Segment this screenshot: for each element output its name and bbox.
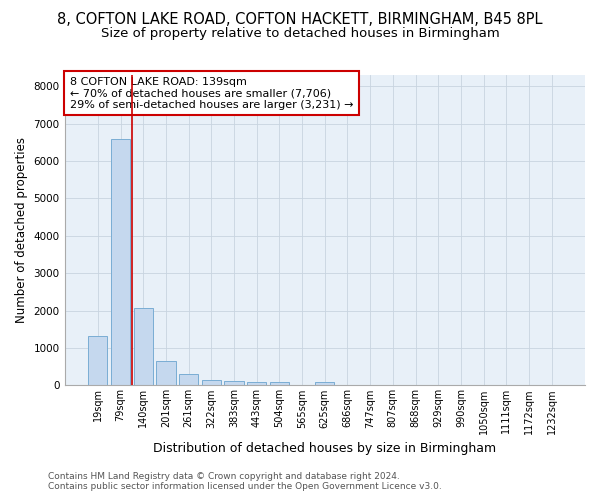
- Text: 8, COFTON LAKE ROAD, COFTON HACKETT, BIRMINGHAM, B45 8PL: 8, COFTON LAKE ROAD, COFTON HACKETT, BIR…: [57, 12, 543, 28]
- Bar: [224, 382, 244, 386]
- Bar: [156, 361, 176, 386]
- Bar: [247, 382, 266, 386]
- Bar: [111, 138, 130, 386]
- Bar: [179, 374, 198, 386]
- Y-axis label: Number of detached properties: Number of detached properties: [15, 137, 28, 323]
- Text: 8 COFTON LAKE ROAD: 139sqm
← 70% of detached houses are smaller (7,706)
29% of s: 8 COFTON LAKE ROAD: 139sqm ← 70% of deta…: [70, 76, 353, 110]
- Bar: [202, 380, 221, 386]
- X-axis label: Distribution of detached houses by size in Birmingham: Distribution of detached houses by size …: [153, 442, 496, 455]
- Bar: [88, 336, 107, 386]
- Text: Size of property relative to detached houses in Birmingham: Size of property relative to detached ho…: [101, 28, 499, 40]
- Bar: [315, 382, 334, 386]
- Text: Contains HM Land Registry data © Crown copyright and database right 2024.: Contains HM Land Registry data © Crown c…: [48, 472, 400, 481]
- Bar: [270, 382, 289, 386]
- Bar: [134, 308, 153, 386]
- Text: Contains public sector information licensed under the Open Government Licence v3: Contains public sector information licen…: [48, 482, 442, 491]
